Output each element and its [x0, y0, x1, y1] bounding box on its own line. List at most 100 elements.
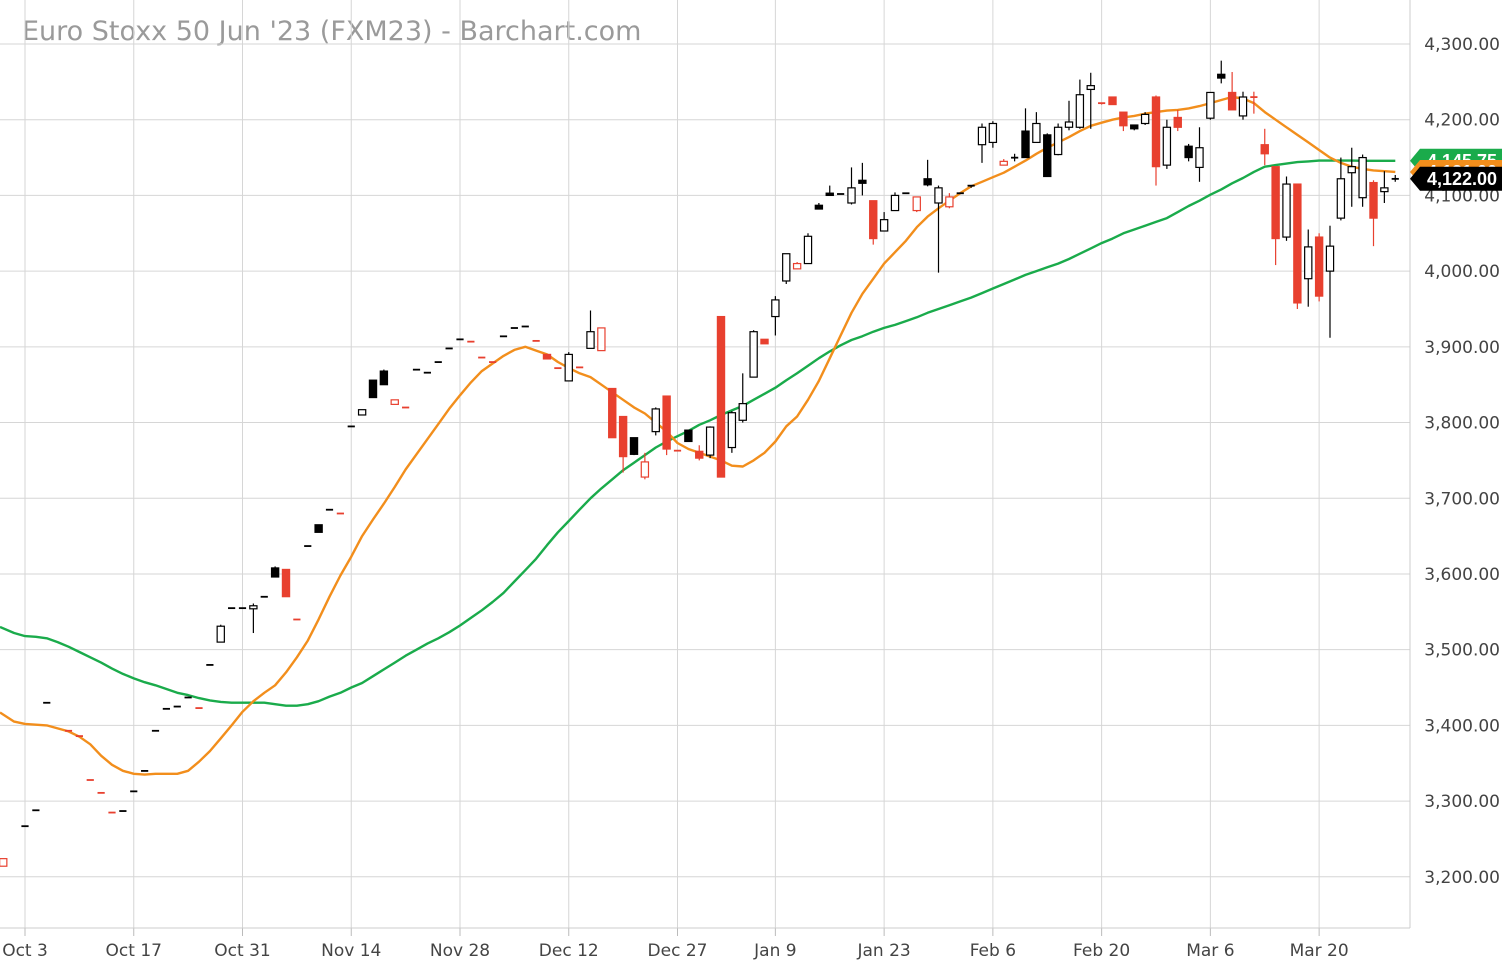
x-tick-label: Oct 31: [214, 941, 270, 961]
candle-body: [1140, 113, 1150, 125]
candle-body: [260, 595, 268, 598]
x-tick-label: Nov 28: [430, 941, 490, 961]
candle: [869, 200, 878, 245]
candle: [847, 167, 856, 205]
candle-body: [1271, 166, 1280, 240]
candle-body: [1380, 187, 1389, 193]
candle: [325, 508, 334, 511]
candle: [618, 415, 628, 473]
candle-body: [912, 196, 921, 212]
candle: [173, 705, 181, 708]
candle: [923, 159, 932, 187]
candle: [542, 353, 552, 360]
candle-body: [564, 353, 573, 382]
candle: [890, 192, 900, 212]
candle-body: [1021, 130, 1030, 159]
candle-body: [1391, 177, 1399, 180]
candle-body: [956, 192, 964, 195]
candle-body: [1130, 124, 1139, 130]
candle: [423, 371, 431, 374]
candle: [314, 524, 323, 533]
candle: [999, 159, 1008, 166]
candle-body: [151, 729, 160, 732]
y-tick-label: 4,100.00: [1424, 186, 1500, 206]
candle-body: [879, 219, 889, 232]
candle: [86, 779, 94, 781]
candle-body: [130, 790, 138, 793]
candle: [1043, 133, 1052, 178]
candle: [716, 315, 726, 478]
candle-body: [43, 701, 51, 704]
candle: [1086, 72, 1095, 129]
candle: [1075, 79, 1085, 129]
candle: [912, 196, 921, 213]
y-tick-label: 3,800.00: [1424, 414, 1500, 434]
candle: [1293, 183, 1302, 309]
candle: [782, 253, 791, 285]
candle: [902, 192, 910, 195]
candle: [1271, 166, 1280, 266]
candle-body: [434, 361, 442, 363]
x-tick-label: Dec 27: [648, 941, 708, 961]
candle-body: [1314, 236, 1324, 297]
candle: [1195, 127, 1204, 182]
candle-body: [684, 429, 693, 443]
candle-body: [75, 735, 83, 737]
candle-body: [651, 408, 660, 433]
candle-body: [1043, 134, 1052, 178]
x-tick-label: Mar 6: [1186, 941, 1234, 961]
candle: [434, 361, 442, 363]
candle: [803, 233, 813, 265]
candle: [554, 367, 562, 370]
candle: [499, 335, 508, 338]
candle: [510, 327, 518, 329]
candle: [934, 185, 943, 273]
candle: [1064, 100, 1074, 131]
candle: [390, 399, 399, 405]
candle-body: [1053, 126, 1063, 156]
candle-body: [97, 791, 105, 794]
candle: [1184, 143, 1193, 162]
y-tick-label: 4,300.00: [1424, 35, 1500, 55]
candle-body: [489, 361, 497, 363]
candle: [576, 366, 584, 369]
candle-body: [1227, 91, 1237, 111]
candle-body: [108, 811, 116, 814]
candle-body: [738, 403, 747, 421]
candle-body: [749, 331, 758, 378]
candle: [1140, 112, 1150, 126]
candle-body: [390, 399, 399, 405]
x-tick-label: Nov 14: [321, 941, 381, 961]
candle: [837, 193, 845, 195]
candle-body: [216, 625, 225, 643]
candle-body: [162, 707, 170, 710]
candle: [1250, 91, 1258, 114]
candle: [977, 123, 987, 163]
candle-body: [760, 338, 769, 345]
candle: [228, 607, 236, 610]
candle-body: [368, 379, 378, 399]
candle: [336, 512, 344, 515]
candle: [1151, 95, 1161, 186]
candle-body: [532, 339, 540, 342]
candle-body: [1206, 91, 1215, 119]
candle-body: [586, 331, 595, 349]
candle: [1162, 119, 1172, 169]
candle-body: [119, 810, 127, 812]
candle: [1358, 154, 1367, 207]
price-labels: 4,145.754,131.004,122.00: [1410, 148, 1502, 191]
y-tick-label: 3,600.00: [1424, 565, 1500, 585]
candle-body: [923, 178, 932, 186]
candle-body: [1011, 156, 1019, 159]
candle: [1380, 171, 1389, 203]
candle: [1011, 153, 1019, 162]
candle: [402, 406, 410, 409]
candle-body: [803, 235, 813, 265]
candle: [586, 310, 595, 349]
candle-body: [357, 409, 367, 416]
candle-body: [336, 512, 344, 515]
candle: [521, 325, 529, 328]
candle-body: [1336, 178, 1346, 219]
